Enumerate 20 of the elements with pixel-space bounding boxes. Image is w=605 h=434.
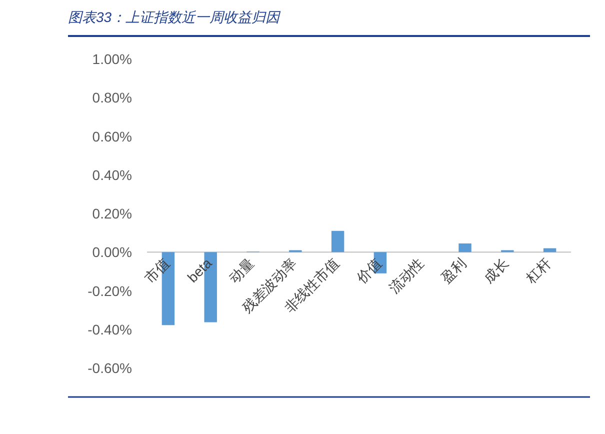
x-tick-label: 流动性: [386, 254, 427, 296]
x-tick-label: 成长: [480, 254, 512, 286]
y-tick-label: 0.80%: [92, 90, 132, 106]
x-tick-label: 市值: [141, 254, 172, 286]
x-tick-label: 盈利: [438, 254, 470, 286]
y-tick-label: 1.00%: [92, 51, 132, 67]
y-tick-label: -0.20%: [88, 282, 132, 299]
y-tick-label: 0.20%: [92, 206, 132, 222]
y-tick-label: -0.60%: [88, 360, 132, 376]
y-tick-label: -0.40%: [88, 321, 132, 338]
y-tick-label: 0.40%: [92, 166, 132, 183]
x-tick-label: beta: [184, 254, 215, 286]
bar: [331, 230, 344, 252]
x-tick-label: 杠杆: [522, 254, 554, 287]
bar: [458, 243, 472, 252]
y-tick-label: 0.60%: [92, 128, 132, 144]
y-tick-label: 0.00%: [92, 244, 132, 260]
x-tick-label: 动量: [226, 254, 258, 286]
x-tick-label: 价值: [352, 254, 384, 287]
chart-title: 图表33：上证指数近一周收益归因: [68, 9, 282, 25]
